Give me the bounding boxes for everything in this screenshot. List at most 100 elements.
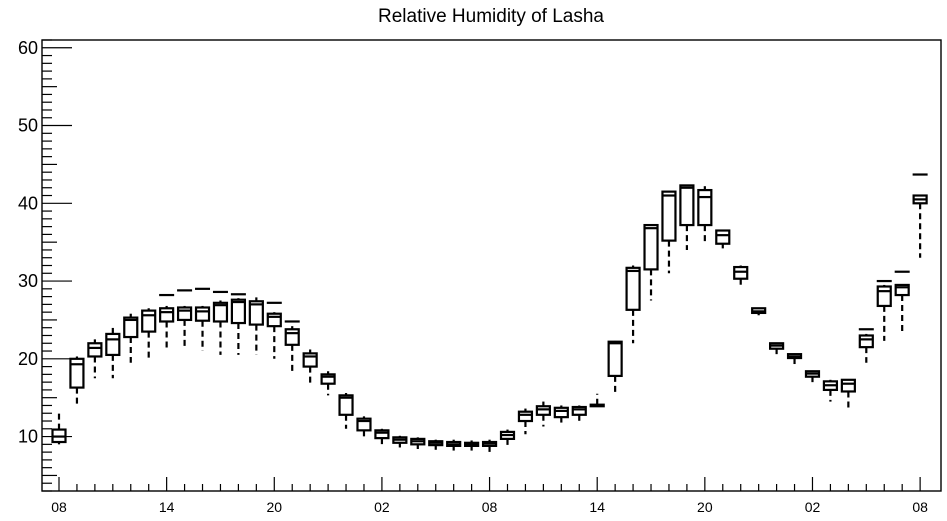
box-plot-item [266, 301, 282, 359]
box-plot-item [392, 435, 408, 448]
box-plot-item [822, 379, 839, 402]
box [553, 406, 569, 419]
box-plot-item [535, 401, 551, 427]
y-tick-label: 60 [18, 38, 38, 58]
plot-area-frame [41, 39, 942, 492]
box [715, 229, 731, 245]
x-tick-label: 20 [266, 499, 282, 515]
chart-title: Relative Humidity of Lasha [378, 6, 604, 27]
box-plot-item [446, 439, 462, 451]
box-plot-item [499, 429, 516, 448]
box-plot-item [428, 439, 444, 450]
box-plot-item [607, 340, 623, 396]
box-plot-item [679, 184, 695, 250]
x-tick-label: 02 [374, 499, 390, 515]
y-tick-label: 30 [18, 271, 38, 291]
box [840, 378, 856, 393]
box [123, 316, 139, 339]
box-plot-item [804, 370, 821, 383]
box-plot-item [176, 289, 193, 349]
box [858, 334, 874, 349]
box-plot-item [517, 408, 534, 435]
box-plot-item [248, 297, 264, 355]
box-plot-item [643, 223, 659, 301]
box-plot-item [715, 229, 731, 249]
box [141, 309, 157, 333]
box-plot-item [858, 328, 874, 363]
box [607, 340, 623, 378]
box-plot-item [69, 356, 85, 408]
box [69, 357, 85, 389]
box [176, 306, 193, 322]
box [194, 306, 211, 322]
box-plot-item [105, 327, 121, 379]
box-series [51, 173, 928, 453]
box-plot-item [553, 405, 569, 423]
box [320, 373, 336, 385]
y-tick-label: 10 [18, 427, 38, 447]
box-plot-item [464, 440, 480, 451]
box-plot-item [912, 173, 928, 258]
box [159, 307, 175, 323]
box-plot-item [123, 313, 139, 363]
box [679, 184, 695, 227]
box [212, 301, 229, 323]
box-plot-item [159, 293, 175, 349]
box-plot-item [661, 190, 677, 274]
box-plot-item [840, 378, 856, 411]
box-plot-item [786, 353, 803, 367]
box-plot-item [320, 371, 336, 396]
box [87, 342, 103, 358]
box [643, 223, 659, 271]
x-axis: 08 14 20 02 08 14 20 02 08 [51, 477, 928, 515]
x-tick-label: 08 [482, 499, 498, 515]
x-tick-label: 14 [589, 499, 605, 515]
box-plot-item [625, 265, 641, 344]
box [230, 298, 246, 325]
box-plot-item [876, 279, 892, 341]
y-tick-label: 40 [18, 193, 38, 213]
box [733, 265, 749, 280]
box-plot-item [768, 342, 785, 355]
box-plot-item [697, 186, 713, 244]
box [302, 352, 318, 368]
box-plot-item [302, 349, 318, 384]
box-plot-item [212, 290, 229, 355]
box [338, 394, 354, 416]
y-tick-label: 50 [18, 116, 38, 136]
box-plot-item [356, 416, 372, 439]
box [266, 312, 282, 328]
box [571, 405, 587, 416]
box [105, 332, 121, 357]
box [697, 188, 713, 227]
box-plot-item [141, 308, 157, 361]
box-plot-item [751, 307, 767, 316]
box-plot-item [51, 413, 67, 445]
box-plot-item [589, 393, 605, 408]
box-plot-item [571, 405, 587, 422]
box [894, 283, 910, 297]
x-tick-label: 20 [697, 499, 713, 515]
box [517, 410, 534, 423]
box-plot-item [894, 270, 910, 332]
box [356, 417, 372, 432]
box [374, 429, 390, 440]
box-plot-item [194, 287, 211, 352]
box-plot-item [338, 393, 354, 429]
box-plot-item [481, 439, 498, 453]
y-tick-label: 20 [18, 349, 38, 369]
box-plot-item [733, 265, 749, 285]
box [625, 266, 641, 311]
box [248, 300, 264, 326]
x-tick-label: 14 [159, 499, 175, 515]
box-plot-item [374, 428, 390, 445]
x-tick-label: 08 [912, 499, 928, 515]
box-plot-item [87, 339, 103, 379]
y-axis: 10 20 30 40 50 60 [18, 38, 72, 492]
x-tick-label: 08 [51, 499, 67, 515]
box-plot-item [410, 437, 426, 450]
box [876, 285, 892, 308]
box [661, 190, 677, 242]
x-tick-label: 02 [805, 499, 821, 515]
